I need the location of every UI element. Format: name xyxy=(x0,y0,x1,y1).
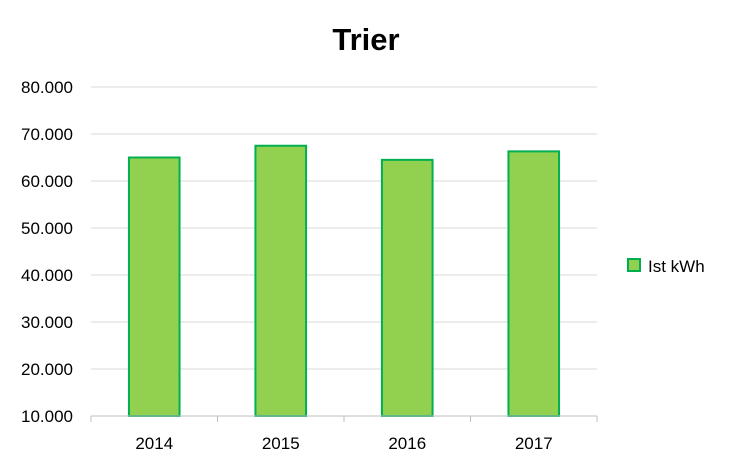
y-tick-label: 70.000 xyxy=(21,125,73,144)
x-tick-label: 2017 xyxy=(515,434,553,453)
x-tick-label: 2016 xyxy=(388,434,426,453)
bar xyxy=(380,158,434,417)
chart-title: Trier xyxy=(332,22,399,57)
x-axis-ticks: 2014 2015 2016 2017 xyxy=(135,434,552,453)
y-axis-ticks: 10.000 20.000 30.000 40.000 50.000 60.000 70.0… xyxy=(21,78,73,426)
y-tick-label: 60.000 xyxy=(21,172,73,191)
legend-swatch xyxy=(627,258,641,272)
bars xyxy=(127,144,561,417)
x-tick-label: 2015 xyxy=(262,434,300,453)
x-axis xyxy=(90,415,598,422)
y-tick-label: 30.000 xyxy=(21,313,73,332)
legend: Ist kWh xyxy=(627,257,705,276)
bar xyxy=(507,150,561,417)
y-tick-label: 40.000 xyxy=(21,266,73,285)
legend-label: Ist kWh xyxy=(648,257,705,276)
y-tick-label: 50.000 xyxy=(21,219,73,238)
bar xyxy=(254,144,308,417)
bar xyxy=(127,156,181,417)
y-tick-label: 10.000 xyxy=(21,407,73,426)
y-tick-label: 80.000 xyxy=(21,78,73,97)
y-tick-label: 20.000 xyxy=(21,360,73,379)
x-tick-label: 2014 xyxy=(135,434,173,453)
